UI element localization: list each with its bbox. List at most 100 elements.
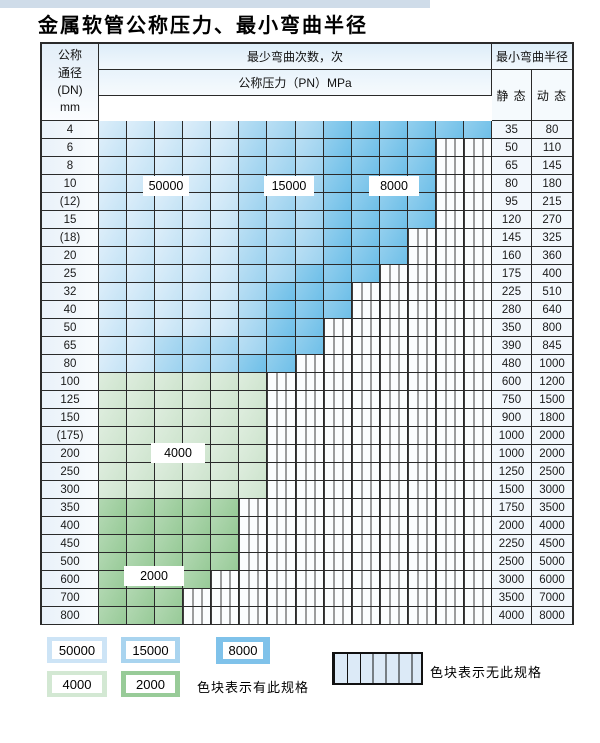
no-spec-cell	[239, 589, 268, 607]
static-radius-cell: 1000	[492, 445, 532, 463]
no-spec-cell	[267, 589, 296, 607]
no-spec-cell	[267, 427, 296, 445]
legend-no-spec-hatch	[332, 652, 423, 685]
no-spec-cell	[351, 355, 380, 373]
spec-zone-cell	[211, 319, 240, 337]
no-spec-cell	[435, 553, 465, 571]
zone-cells	[99, 517, 493, 535]
no-spec-cell	[435, 463, 465, 481]
table-row: 25 175 400	[42, 265, 572, 283]
spec-zone-cell	[267, 301, 296, 319]
zone-cells	[99, 265, 493, 283]
zone-cells	[99, 337, 493, 355]
spec-zone-cell	[155, 139, 184, 157]
spec-zone-cell	[155, 499, 184, 517]
spec-zone-cell	[155, 463, 184, 481]
no-spec-cell	[351, 589, 380, 607]
dn-cell: 8	[42, 157, 99, 175]
spec-zone-cell	[99, 481, 128, 499]
no-spec-cell	[267, 499, 296, 517]
no-spec-cell	[407, 445, 436, 463]
zone-cells	[99, 373, 493, 391]
no-spec-cell	[435, 247, 465, 265]
no-spec-cell	[267, 373, 296, 391]
spec-zone-cell	[127, 391, 156, 409]
spec-zone-cell	[379, 229, 408, 247]
spec-zone-cell	[295, 337, 324, 355]
spec-zone-cell	[239, 139, 268, 157]
zone-cells	[99, 607, 493, 625]
no-spec-cell	[267, 553, 296, 571]
table-row: 250 1250 2500	[42, 463, 572, 481]
no-spec-cell	[435, 265, 465, 283]
no-spec-cell	[351, 373, 380, 391]
spec-zone-cell	[127, 211, 156, 229]
spec-zone-cell	[379, 139, 408, 157]
spec-zone-cell	[99, 373, 128, 391]
top-band	[0, 0, 430, 8]
static-radius-cell: 175	[492, 265, 532, 283]
zone-cells	[99, 157, 493, 175]
dynamic-radius-cell: 640	[532, 301, 572, 319]
dynamic-radius-cell: 180	[532, 175, 572, 193]
spec-zone-cell	[211, 175, 240, 193]
no-spec-cell	[295, 535, 324, 553]
spec-zone-cell	[211, 481, 240, 499]
no-spec-cell	[435, 499, 465, 517]
no-spec-cell	[407, 355, 436, 373]
spec-zone-cell	[211, 463, 240, 481]
spec-zone-cell	[99, 301, 128, 319]
no-spec-cell	[464, 409, 493, 427]
zone-cells	[99, 409, 493, 427]
table-row: 100 600 1200	[42, 373, 572, 391]
dynamic-radius-cell: 400	[532, 265, 572, 283]
table-row: (12) 95 215	[42, 193, 572, 211]
no-spec-cell	[464, 463, 493, 481]
no-spec-cell	[464, 355, 493, 373]
spec-zone-cell	[183, 463, 212, 481]
table-row: 4 35 80	[42, 121, 572, 139]
spec-zone-cell	[211, 499, 240, 517]
dynamic-radius-cell: 80	[532, 121, 572, 139]
spec-zone-cell	[99, 211, 128, 229]
static-radius-cell: 1000	[492, 427, 532, 445]
no-spec-cell	[267, 463, 296, 481]
spec-zone-cell	[155, 337, 184, 355]
no-spec-cell	[379, 535, 408, 553]
dn-cell: 15	[42, 211, 99, 229]
spec-zone-cell	[211, 247, 240, 265]
spec-zone-cell	[183, 409, 212, 427]
no-spec-cell	[464, 319, 493, 337]
static-radius-cell: 2250	[492, 535, 532, 553]
no-spec-cell	[379, 571, 408, 589]
table-row: 400 2000 4000	[42, 517, 572, 535]
no-spec-cell	[464, 265, 493, 283]
spec-zone-cell	[407, 139, 436, 157]
spec-zone-cell	[183, 247, 212, 265]
no-spec-cell	[407, 607, 436, 625]
no-spec-cell	[435, 427, 465, 445]
no-spec-cell	[267, 535, 296, 553]
no-spec-cell	[379, 301, 408, 319]
static-radius-cell: 3000	[492, 571, 532, 589]
static-radius-cell: 900	[492, 409, 532, 427]
dynamic-radius-cell: 4000	[532, 517, 572, 535]
table-row: 8 65 145	[42, 157, 572, 175]
no-spec-cell	[407, 553, 436, 571]
spec-zone-cell	[211, 283, 240, 301]
spec-zone-cell	[239, 229, 268, 247]
no-spec-cell	[379, 445, 408, 463]
spec-zone-cell	[99, 337, 128, 355]
spec-zone-cell	[155, 481, 184, 499]
dynamic-column-header: 动 态	[532, 70, 572, 121]
no-spec-cell	[267, 571, 296, 589]
dn-cell: 800	[42, 607, 99, 625]
spec-zone-cell	[295, 265, 324, 283]
dn-cell: 250	[42, 463, 99, 481]
dn-cell: 700	[42, 589, 99, 607]
spec-zone-cell	[267, 337, 296, 355]
spec-zone-cell	[323, 175, 352, 193]
static-radius-cell: 750	[492, 391, 532, 409]
spec-zone-cell	[379, 193, 408, 211]
dn-cell: 200	[42, 445, 99, 463]
